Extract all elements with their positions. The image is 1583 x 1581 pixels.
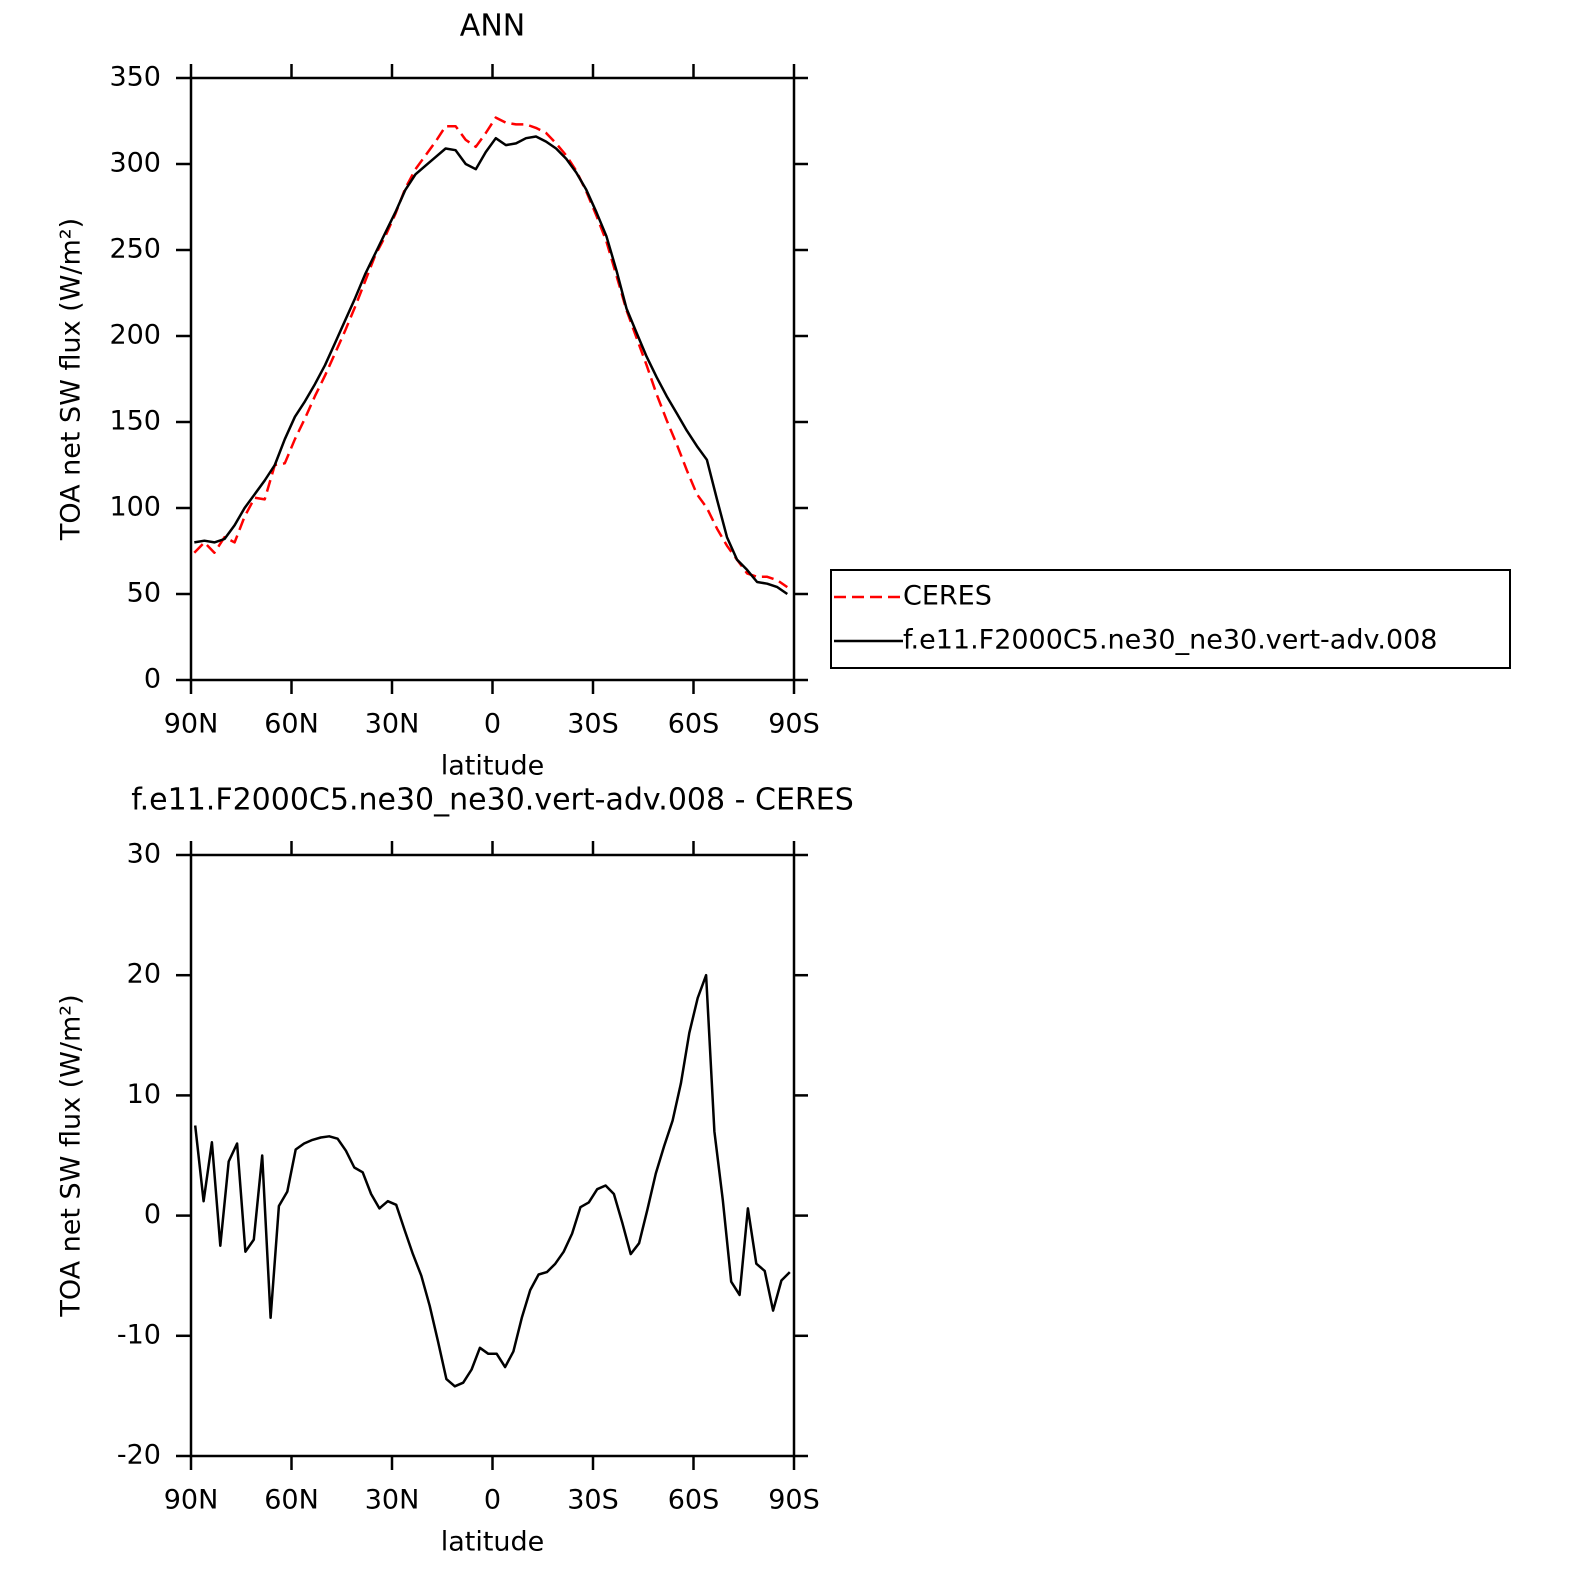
x-tick-label: 90N: [164, 1485, 219, 1516]
y-tick-label: 250: [109, 234, 161, 265]
y-tick-label: 300: [109, 148, 161, 179]
legend-label: CERES: [903, 581, 992, 612]
y-axis-label: TOA net SW flux (W/m²): [56, 218, 87, 541]
x-tick-label: 30N: [365, 1485, 420, 1516]
y-tick-label: 0: [144, 1199, 161, 1230]
series-line: [193, 973, 791, 1388]
y-tick-label: 30: [127, 839, 161, 870]
legend-label: f.e11.F2000C5.ne30_ne30.vert-adv.008: [903, 625, 1437, 656]
y-tick-label: 150: [109, 406, 161, 437]
x-tick-label: 0: [484, 709, 501, 740]
y-tick-label: 0: [144, 664, 161, 695]
y-axis-label: TOA net SW flux (W/m²): [56, 994, 87, 1317]
x-tick-label: 60N: [264, 1485, 319, 1516]
y-tick-label: 20: [127, 959, 161, 990]
x-tick-label: 90N: [164, 709, 219, 740]
y-tick-label: -10: [117, 1319, 161, 1350]
x-tick-label: 90S: [768, 709, 820, 740]
y-tick-label: -20: [117, 1440, 161, 1471]
chart-title: f.e11.F2000C5.ne30_ne30.vert-adv.008 - C…: [131, 783, 854, 818]
plot-frame: [189, 76, 796, 682]
plot-frame: [189, 853, 796, 1458]
y-tick-label: 50: [127, 578, 161, 609]
x-tick-label: 30S: [567, 709, 619, 740]
x-axis-label: latitude: [441, 751, 545, 782]
series-line: [194, 135, 789, 596]
series-line: [193, 116, 789, 589]
y-tick-label: 100: [109, 492, 161, 523]
y-tick-label: 350: [109, 62, 161, 93]
y-tick-label: 10: [127, 1079, 161, 1110]
x-tick-label: 60S: [668, 709, 720, 740]
x-tick-label: 30S: [567, 1485, 619, 1516]
y-tick-label: 200: [109, 320, 161, 351]
x-tick-label: 0: [484, 1485, 501, 1516]
x-axis-label: latitude: [441, 1527, 545, 1558]
chart-title: ANN: [460, 9, 525, 44]
x-tick-label: 60S: [668, 1485, 720, 1516]
x-tick-label: 30N: [365, 709, 420, 740]
x-tick-label: 60N: [264, 709, 319, 740]
legend-box: [830, 569, 1511, 669]
x-tick-label: 90S: [768, 1485, 820, 1516]
